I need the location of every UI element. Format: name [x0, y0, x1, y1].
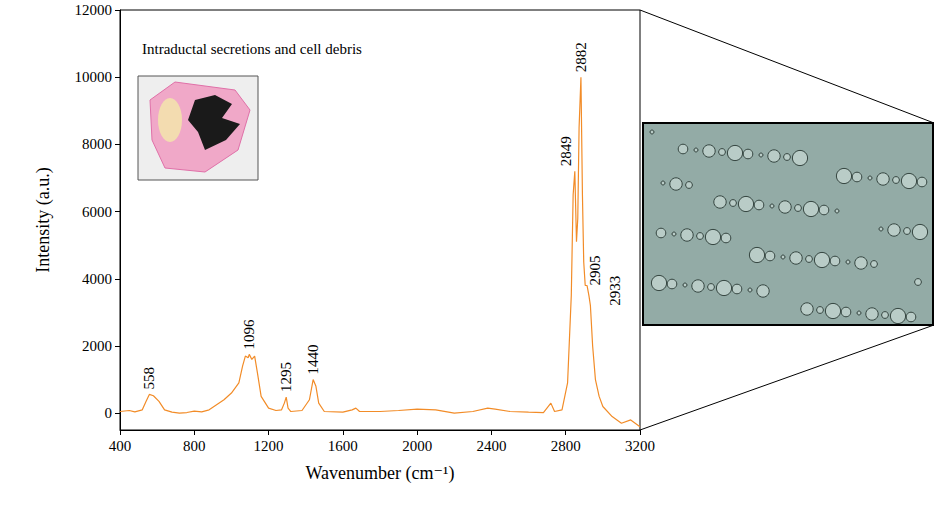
svg-text:2849: 2849 [558, 136, 574, 166]
svg-text:1295: 1295 [278, 362, 294, 392]
svg-text:10000: 10000 [75, 69, 113, 85]
svg-text:1600: 1600 [328, 438, 358, 454]
svg-text:1200: 1200 [254, 438, 284, 454]
svg-text:800: 800 [183, 438, 206, 454]
svg-text:8000: 8000 [82, 136, 112, 152]
svg-text:Wavenumber (cm⁻¹): Wavenumber (cm⁻¹) [306, 463, 455, 484]
svg-text:Intraductal secretions and cel: Intraductal secretions and cell debris [142, 41, 362, 57]
svg-text:2800: 2800 [551, 438, 581, 454]
svg-text:Intensity (a.u.): Intensity (a.u.) [33, 167, 54, 272]
svg-text:2000: 2000 [82, 338, 112, 354]
svg-text:558: 558 [141, 367, 157, 390]
svg-text:0: 0 [105, 405, 113, 421]
svg-text:12000: 12000 [75, 2, 113, 18]
svg-text:6000: 6000 [82, 204, 112, 220]
svg-text:1440: 1440 [305, 345, 321, 375]
svg-text:3200: 3200 [625, 438, 655, 454]
svg-text:2905: 2905 [587, 256, 603, 286]
svg-text:1096: 1096 [241, 319, 257, 350]
svg-text:2933: 2933 [607, 276, 623, 306]
svg-text:2882: 2882 [573, 42, 589, 72]
svg-text:400: 400 [109, 438, 132, 454]
svg-text:2400: 2400 [476, 438, 506, 454]
svg-text:2000: 2000 [402, 438, 432, 454]
svg-text:4000: 4000 [82, 271, 112, 287]
